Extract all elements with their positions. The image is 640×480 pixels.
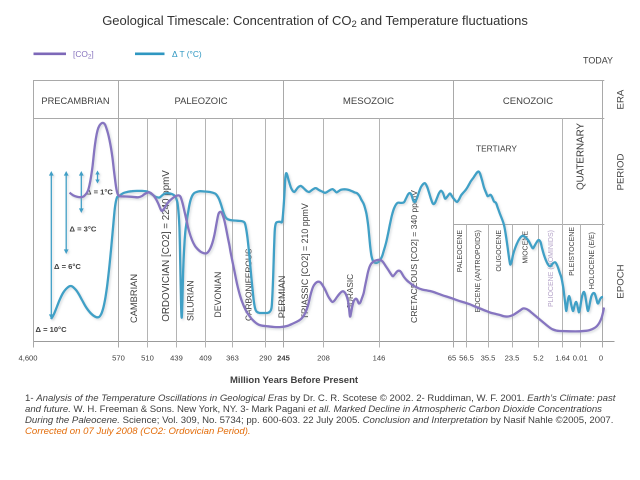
svg-text:0.01: 0.01 <box>573 353 588 362</box>
svg-text:[CO2]: [CO2] <box>73 49 94 61</box>
svg-text:439: 439 <box>170 353 183 362</box>
svg-text:MESOZOIC: MESOZOIC <box>343 96 394 107</box>
svg-text:0: 0 <box>599 353 603 362</box>
svg-text:409: 409 <box>199 353 212 362</box>
svg-text:Δ T (°C): Δ T (°C) <box>172 49 202 59</box>
svg-text:CRETACEOUS [CO2] = 340 ppmV: CRETACEOUS [CO2] = 340 ppmV <box>409 190 419 323</box>
svg-text:MIOCENE: MIOCENE <box>523 231 530 264</box>
svg-text:EPOCH: EPOCH <box>616 264 627 298</box>
svg-text:Δ = 1°C: Δ = 1°C <box>86 187 113 196</box>
svg-text:1.64: 1.64 <box>555 353 570 362</box>
svg-text:PLEISTOCENE: PLEISTOCENE <box>569 227 576 276</box>
svg-text:56.5: 56.5 <box>459 353 474 362</box>
svg-text:EOCENE (ANTROPOIDS): EOCENE (ANTROPOIDS) <box>475 230 482 312</box>
svg-text:146: 146 <box>373 353 386 362</box>
svg-text:QUATERNARY: QUATERNARY <box>576 123 587 190</box>
svg-text:PALEOZOIC: PALEOZOIC <box>175 95 228 106</box>
svg-text:570: 570 <box>112 353 125 362</box>
svg-text:208: 208 <box>317 353 330 362</box>
svg-text:DEVONIAN: DEVONIAN <box>213 272 223 318</box>
svg-text:Geological Timescale: Concentr: Geological Timescale: Concentration of C… <box>102 13 528 30</box>
svg-text:TERTIARY: TERTIARY <box>476 144 517 154</box>
svg-text:290: 290 <box>259 353 272 362</box>
svg-text:CAMBRIAN: CAMBRIAN <box>129 274 139 323</box>
svg-text:PRECAMBRIAN: PRECAMBRIAN <box>41 96 109 106</box>
svg-text:CENOZOIC: CENOZOIC <box>503 96 553 107</box>
svg-text:510: 510 <box>141 353 154 362</box>
svg-text:245: 245 <box>277 353 290 362</box>
svg-text:23.5: 23.5 <box>505 353 520 362</box>
svg-text:5.2: 5.2 <box>533 353 544 362</box>
svg-text:TODAY: TODAY <box>583 56 613 66</box>
svg-text:HOLOCENE (E/E): HOLOCENE (E/E) <box>589 232 596 289</box>
svg-text:PLIOCENE (HOMINIDS): PLIOCENE (HOMINIDS) <box>548 230 555 307</box>
svg-text:ERA: ERA <box>616 89 627 109</box>
svg-text:Million Years Before Present: Million Years Before Present <box>230 375 359 386</box>
svg-text:Δ = 10°C: Δ = 10°C <box>36 325 68 334</box>
svg-text:4,600: 4,600 <box>18 353 37 362</box>
svg-text:TRIASSIC [CO2] = 210 ppmV: TRIASSIC [CO2] = 210 ppmV <box>300 203 310 319</box>
svg-text:65: 65 <box>448 353 456 362</box>
svg-text:ORDOVICIAN [CO2] = 2240 ppmV: ORDOVICIAN [CO2] = 2240 ppmV <box>161 170 172 322</box>
svg-text:Δ = 3°C: Δ = 3°C <box>70 225 97 234</box>
svg-text:363: 363 <box>226 353 239 362</box>
svg-text:CARBONIFEROUS: CARBONIFEROUS <box>244 248 254 321</box>
svg-text:PALEOCENE: PALEOCENE <box>457 230 464 273</box>
svg-text:PERMIAN: PERMIAN <box>276 276 287 319</box>
svg-text:35.5: 35.5 <box>481 353 496 362</box>
svg-text:SILURIAN: SILURIAN <box>186 280 196 321</box>
svg-text:PERIOD: PERIOD <box>616 154 627 191</box>
svg-text:JURASIC: JURASIC <box>346 274 355 309</box>
svg-text:OLIGOCENE: OLIGOCENE <box>496 230 503 272</box>
svg-text:Δ = 6°C: Δ = 6°C <box>54 262 81 271</box>
